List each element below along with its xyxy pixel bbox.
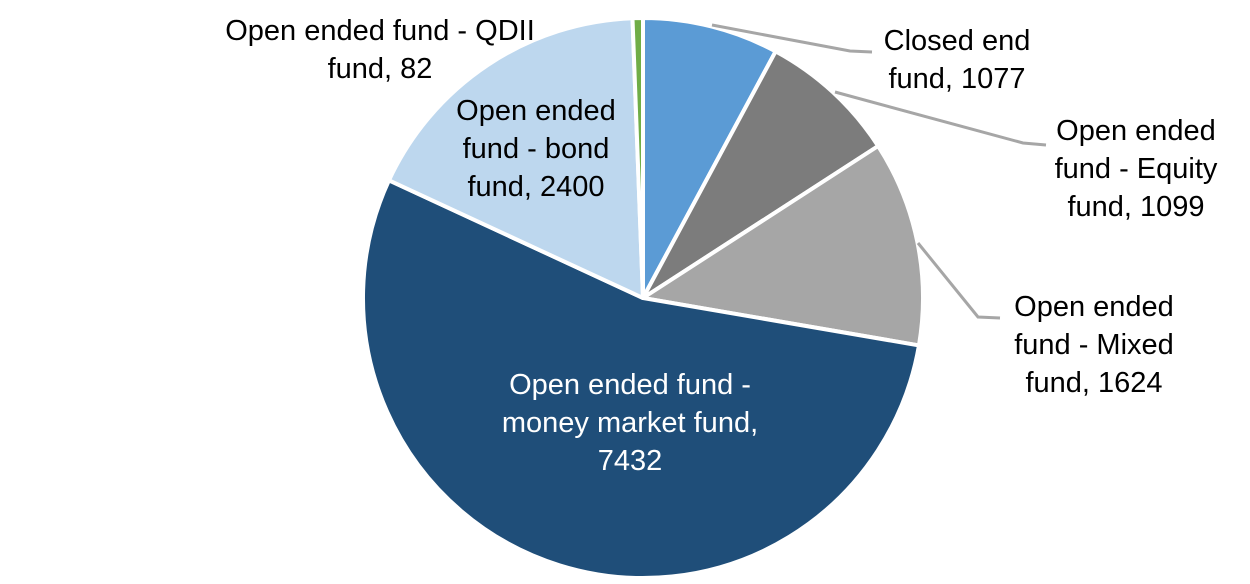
data-label-bond-fund: Open ended fund - bond fund, 2400 xyxy=(456,95,616,203)
data-label-qdii-fund: Open ended fund - QDII fund, 82 xyxy=(225,15,535,85)
data-label-closed-end-fund: Closed end fund, 1077 xyxy=(883,25,1031,95)
pie-slice-3 xyxy=(361,178,921,580)
data-label-mixed-fund: Open ended fund - Mixed fund, 1624 xyxy=(1014,291,1174,399)
pie-slice-1 xyxy=(641,49,881,300)
leader-line-mixed-fund xyxy=(916,242,1001,320)
data-label-equity-fund: Open ended fund - Equity fund, 1099 xyxy=(1054,115,1218,223)
data-label-money-market-fund: Open ended fund - money market fund, 743… xyxy=(501,369,759,477)
pie-slice-5 xyxy=(630,16,645,300)
pie-slice-2 xyxy=(641,144,925,348)
pie-slice-0 xyxy=(641,16,778,300)
leader-line-equity-fund xyxy=(834,90,1047,147)
pie-slices xyxy=(361,16,925,580)
leader-line-closed-end-fund xyxy=(711,23,873,54)
pie-slice-4 xyxy=(386,16,645,300)
leader-lines xyxy=(711,23,1047,320)
